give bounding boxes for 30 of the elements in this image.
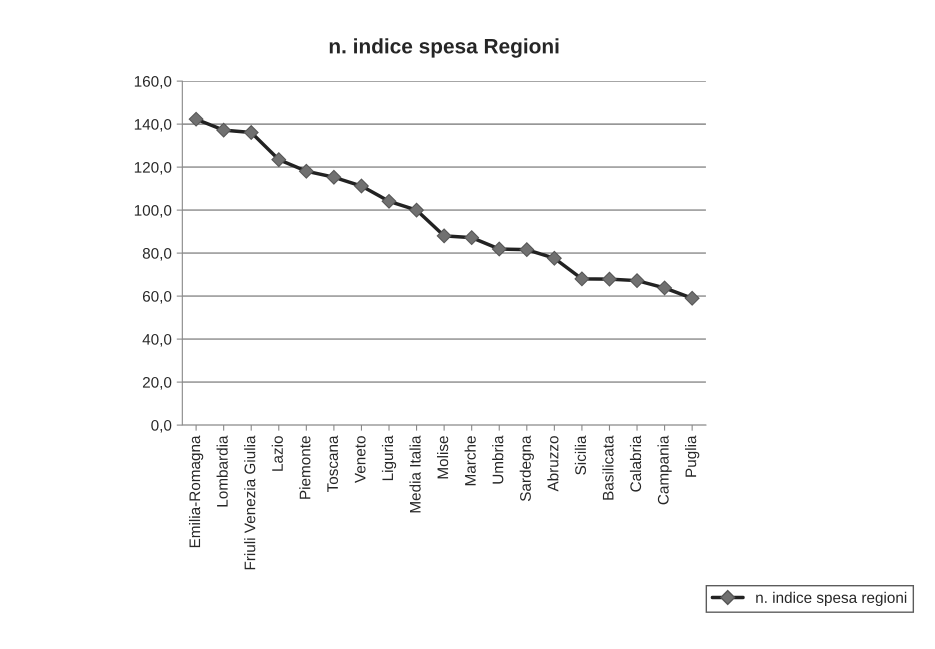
x-tick-label: Campania bbox=[657, 436, 672, 504]
x-tick-label: Liguria bbox=[382, 436, 396, 480]
x-tick-label: Lombardia bbox=[216, 436, 228, 506]
y-tick-label: 80,0 bbox=[142, 248, 172, 261]
x-tick-label: Basilicata bbox=[602, 436, 614, 500]
y-tick-label: 120,0 bbox=[134, 162, 172, 175]
x-tick-label: Lazio bbox=[272, 436, 283, 471]
y-tick-label: 100,0 bbox=[134, 204, 172, 218]
x-tick-label: Sardegna bbox=[520, 436, 534, 502]
y-tick-label: 140,0 bbox=[134, 118, 172, 132]
x-tick-label: Marche bbox=[464, 436, 476, 486]
x-tick-label: Puglia bbox=[685, 436, 700, 477]
x-tick-label: Sicilia bbox=[574, 436, 586, 475]
x-tick-label: Media Italia bbox=[409, 436, 421, 512]
x-tick-label: Veneto bbox=[354, 436, 366, 484]
y-tick-label: 0,0 bbox=[151, 420, 172, 433]
x-tick-label: Toscana bbox=[327, 436, 338, 492]
x-tick-label: Friuli Venezia Giulia bbox=[244, 436, 256, 570]
x-tick-label: Umbria bbox=[492, 436, 504, 484]
y-tick-label: 60,0 bbox=[142, 290, 172, 304]
y-tick-label: 20,0 bbox=[142, 376, 172, 390]
legend-label: n. indice spesa regioni bbox=[756, 592, 906, 606]
x-tick-label: Molise bbox=[437, 436, 448, 478]
x-tick-label: Abruzzo bbox=[547, 436, 558, 492]
x-tick-label: Piemonte bbox=[299, 436, 310, 499]
y-tick-label: 40,0 bbox=[142, 334, 172, 347]
x-tick-label: Calabria bbox=[630, 436, 642, 492]
x-tick-label: Emilia-Romagna bbox=[188, 436, 204, 548]
y-tick-label: 160,0 bbox=[134, 76, 172, 89]
chart-title: n. indice spesa Regioni bbox=[330, 38, 558, 58]
